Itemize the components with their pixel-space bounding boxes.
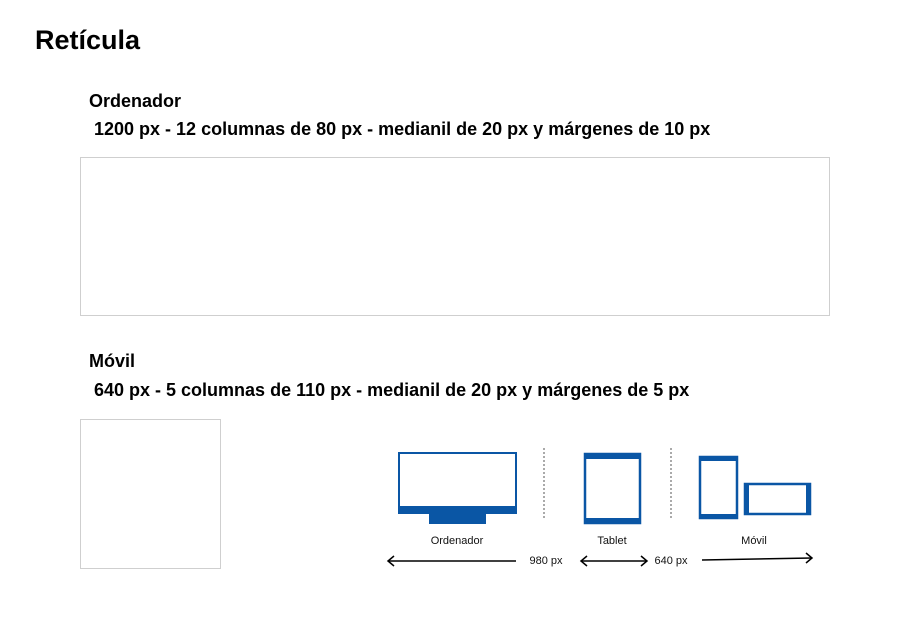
monitor-icon — [398, 452, 517, 524]
width-label-980: 980 px — [529, 555, 563, 567]
mobile-spec: 640 px - 5 columnas de 110 px - medianil… — [94, 380, 690, 400]
arrow-desktop — [386, 555, 516, 567]
device-label-tablet: Tablet — [597, 535, 626, 547]
phone-icon — [698, 455, 812, 520]
breakpoints-diagram: Ordenador Tablet Móvil 980 px 640 px — [386, 448, 814, 567]
desktop-spec: 1200 px - 12 columnas de 80 px - mediani… — [94, 119, 711, 139]
width-label-640: 640 px — [654, 555, 688, 567]
tablet-icon — [583, 452, 642, 525]
mobile-heading: Móvil — [89, 351, 136, 371]
page-title: Retícula — [35, 25, 141, 55]
device-label-desktop: Ordenador — [431, 535, 484, 547]
arrow-mobile — [701, 552, 814, 564]
desktop-grid-box — [80, 157, 830, 316]
arrow-tablet — [579, 555, 649, 567]
desktop-heading: Ordenador — [89, 91, 182, 111]
mobile-grid-box — [80, 419, 221, 569]
device-label-mobile: Móvil — [741, 535, 767, 547]
